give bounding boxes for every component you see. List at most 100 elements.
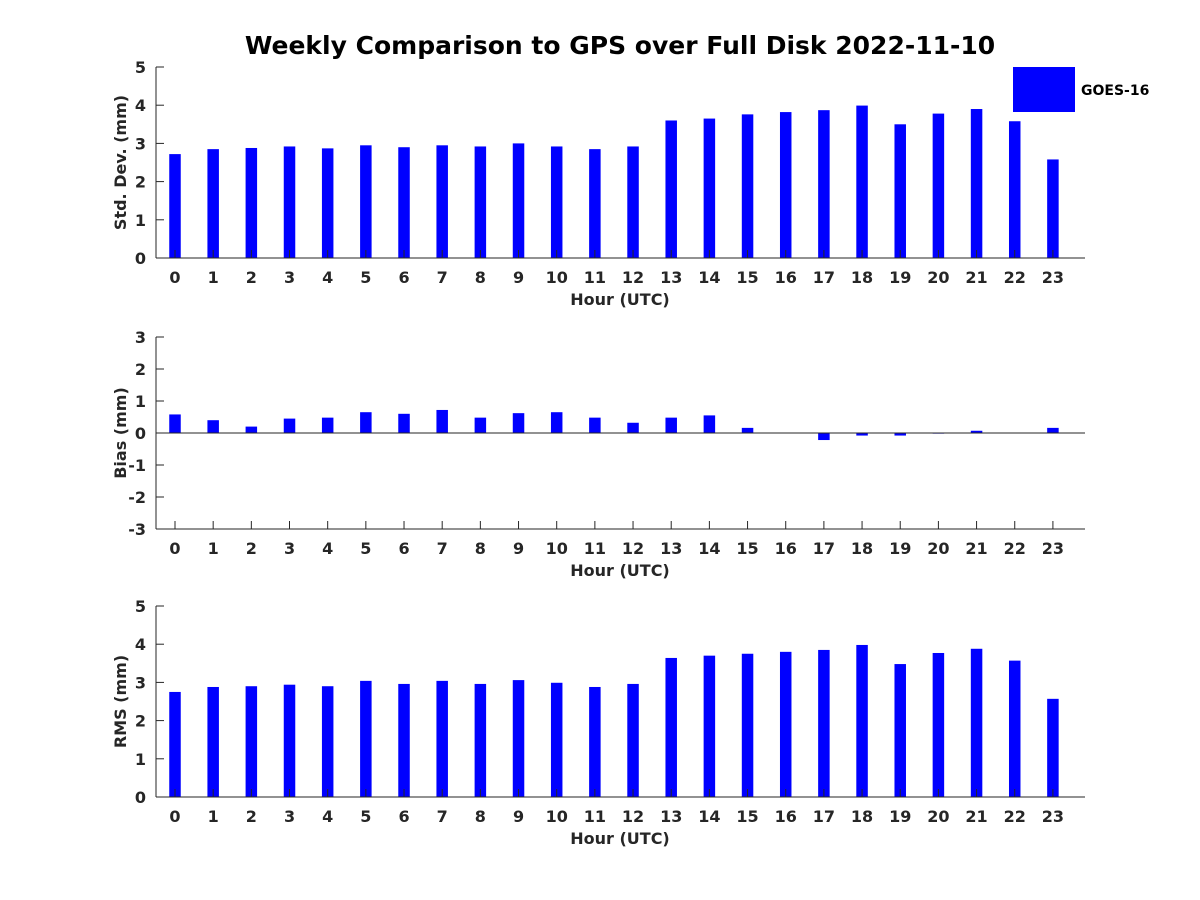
rms-bar-13 bbox=[665, 657, 677, 797]
bias-xtick-label: 22 bbox=[1004, 539, 1026, 558]
std-dev-bar-2 bbox=[245, 147, 258, 258]
rms-xtick-label: 5 bbox=[360, 807, 371, 826]
bias-bar-13 bbox=[665, 417, 677, 433]
std-dev-bar-7 bbox=[436, 145, 448, 258]
std-dev-ytick-label: 1 bbox=[135, 211, 146, 230]
std-dev-xtick-label: 6 bbox=[398, 268, 409, 287]
std-dev-xtick-label: 11 bbox=[584, 268, 606, 287]
rms-ytick-label: 3 bbox=[135, 673, 146, 692]
rms-ytick-label: 4 bbox=[135, 635, 146, 654]
bias-xtick-label: 20 bbox=[927, 539, 949, 558]
rms-bar-0 bbox=[169, 691, 181, 797]
std-dev-xtick-label: 14 bbox=[698, 268, 720, 287]
bias-bar-7 bbox=[436, 409, 448, 433]
bias-xtick-label: 23 bbox=[1042, 539, 1064, 558]
rms-bar-7 bbox=[436, 680, 448, 797]
std-dev-bar-0 bbox=[169, 154, 181, 258]
rms-xtick-label: 11 bbox=[584, 807, 606, 826]
rms-bar-3 bbox=[283, 684, 296, 797]
std-dev-bar-5 bbox=[360, 145, 372, 258]
rms-bar-2 bbox=[245, 686, 258, 797]
rms-xtick-label: 8 bbox=[475, 807, 486, 826]
bias-xtick-label: 14 bbox=[698, 539, 720, 558]
std-dev-bar-10 bbox=[550, 146, 563, 258]
bias-bar-23 bbox=[1047, 427, 1059, 433]
bias-ytick-label: 2 bbox=[135, 360, 146, 379]
std-dev-ytick-label: 5 bbox=[135, 58, 146, 77]
rms-xtick-label: 21 bbox=[965, 807, 987, 826]
rms-xtick-label: 4 bbox=[322, 807, 333, 826]
bias-ytick-label: 0 bbox=[135, 424, 146, 443]
rms-bar-23 bbox=[1047, 698, 1059, 797]
bias-ytick-label: -2 bbox=[128, 488, 146, 507]
rms-bar-18 bbox=[856, 644, 868, 797]
rms-bar-8 bbox=[474, 683, 487, 797]
rms-xtick-label: 10 bbox=[546, 807, 568, 826]
legend: GOES-16 bbox=[1013, 67, 1149, 112]
std-dev-bar-13 bbox=[665, 120, 677, 258]
bias-xtick-label: 12 bbox=[622, 539, 644, 558]
std-dev-ytick-label: 3 bbox=[135, 134, 146, 153]
std-dev-xtick-label: 5 bbox=[360, 268, 371, 287]
std-dev-bar-1 bbox=[207, 149, 219, 258]
std-dev-xtick-label: 3 bbox=[284, 268, 295, 287]
bias-xtick-label: 19 bbox=[889, 539, 911, 558]
rms-ytick-label: 5 bbox=[135, 597, 146, 616]
rms-xtick-label: 14 bbox=[698, 807, 720, 826]
rms-y-label: RMS (mm) bbox=[111, 655, 130, 748]
std-dev-bar-3 bbox=[283, 146, 296, 258]
std-dev-bar-12 bbox=[627, 146, 639, 258]
rms-xtick-label: 20 bbox=[927, 807, 949, 826]
bias-xtick-label: 10 bbox=[546, 539, 568, 558]
std-dev-bar-6 bbox=[398, 147, 410, 258]
rms-ytick-label: 0 bbox=[135, 788, 146, 807]
rms-xtick-label: 16 bbox=[775, 807, 797, 826]
bias-xtick-label: 0 bbox=[169, 539, 180, 558]
bias-bar-14 bbox=[703, 415, 716, 433]
std-dev-ytick-label: 4 bbox=[135, 96, 146, 115]
std-dev-bar-22 bbox=[1008, 121, 1021, 259]
std-dev-bar-8 bbox=[474, 146, 487, 258]
bias-x-label: Hour (UTC) bbox=[570, 561, 670, 580]
bias-y-label: Bias (mm) bbox=[111, 387, 130, 479]
bias-bar-0 bbox=[169, 414, 181, 433]
std-dev-xtick-label: 22 bbox=[1004, 268, 1026, 287]
bias-xtick-label: 13 bbox=[660, 539, 682, 558]
bias-bar-12 bbox=[627, 422, 639, 433]
bias-xtick-label: 2 bbox=[246, 539, 257, 558]
bias-xtick-label: 5 bbox=[360, 539, 371, 558]
rms-xtick-label: 9 bbox=[513, 807, 524, 826]
bias-bar-6 bbox=[398, 413, 410, 433]
std-dev-bar-4 bbox=[321, 148, 334, 258]
bias-xtick-label: 16 bbox=[775, 539, 797, 558]
rms-bar-1 bbox=[207, 686, 219, 797]
std-dev-bar-9 bbox=[512, 143, 525, 258]
rms-bar-17 bbox=[818, 649, 830, 797]
bias-xtick-label: 17 bbox=[813, 539, 835, 558]
std-dev-bar-23 bbox=[1047, 159, 1059, 258]
rms-xtick-label: 15 bbox=[736, 807, 758, 826]
bias-bar-9 bbox=[512, 413, 525, 433]
bias-bar-8 bbox=[474, 417, 487, 433]
std-dev-xtick-label: 18 bbox=[851, 268, 873, 287]
std-dev-bar-18 bbox=[856, 105, 868, 258]
rms-bar-12 bbox=[627, 683, 639, 797]
bias-xtick-label: 11 bbox=[584, 539, 606, 558]
std-dev-xtick-label: 2 bbox=[246, 268, 257, 287]
bias-xtick-label: 1 bbox=[208, 539, 219, 558]
rms-ytick-label: 2 bbox=[135, 712, 146, 731]
std-dev-xtick-label: 10 bbox=[546, 268, 568, 287]
bias-bar-3 bbox=[283, 418, 296, 433]
bias-xtick-label: 7 bbox=[437, 539, 448, 558]
std-dev-xtick-label: 16 bbox=[775, 268, 797, 287]
bias-xtick-label: 4 bbox=[322, 539, 333, 558]
std-dev-y-label: Std. Dev. (mm) bbox=[111, 95, 130, 230]
bias-ytick-label: 3 bbox=[135, 328, 146, 347]
bias-xtick-label: 18 bbox=[851, 539, 873, 558]
std-dev-bar-19 bbox=[894, 124, 906, 258]
rms-bar-6 bbox=[398, 683, 410, 797]
